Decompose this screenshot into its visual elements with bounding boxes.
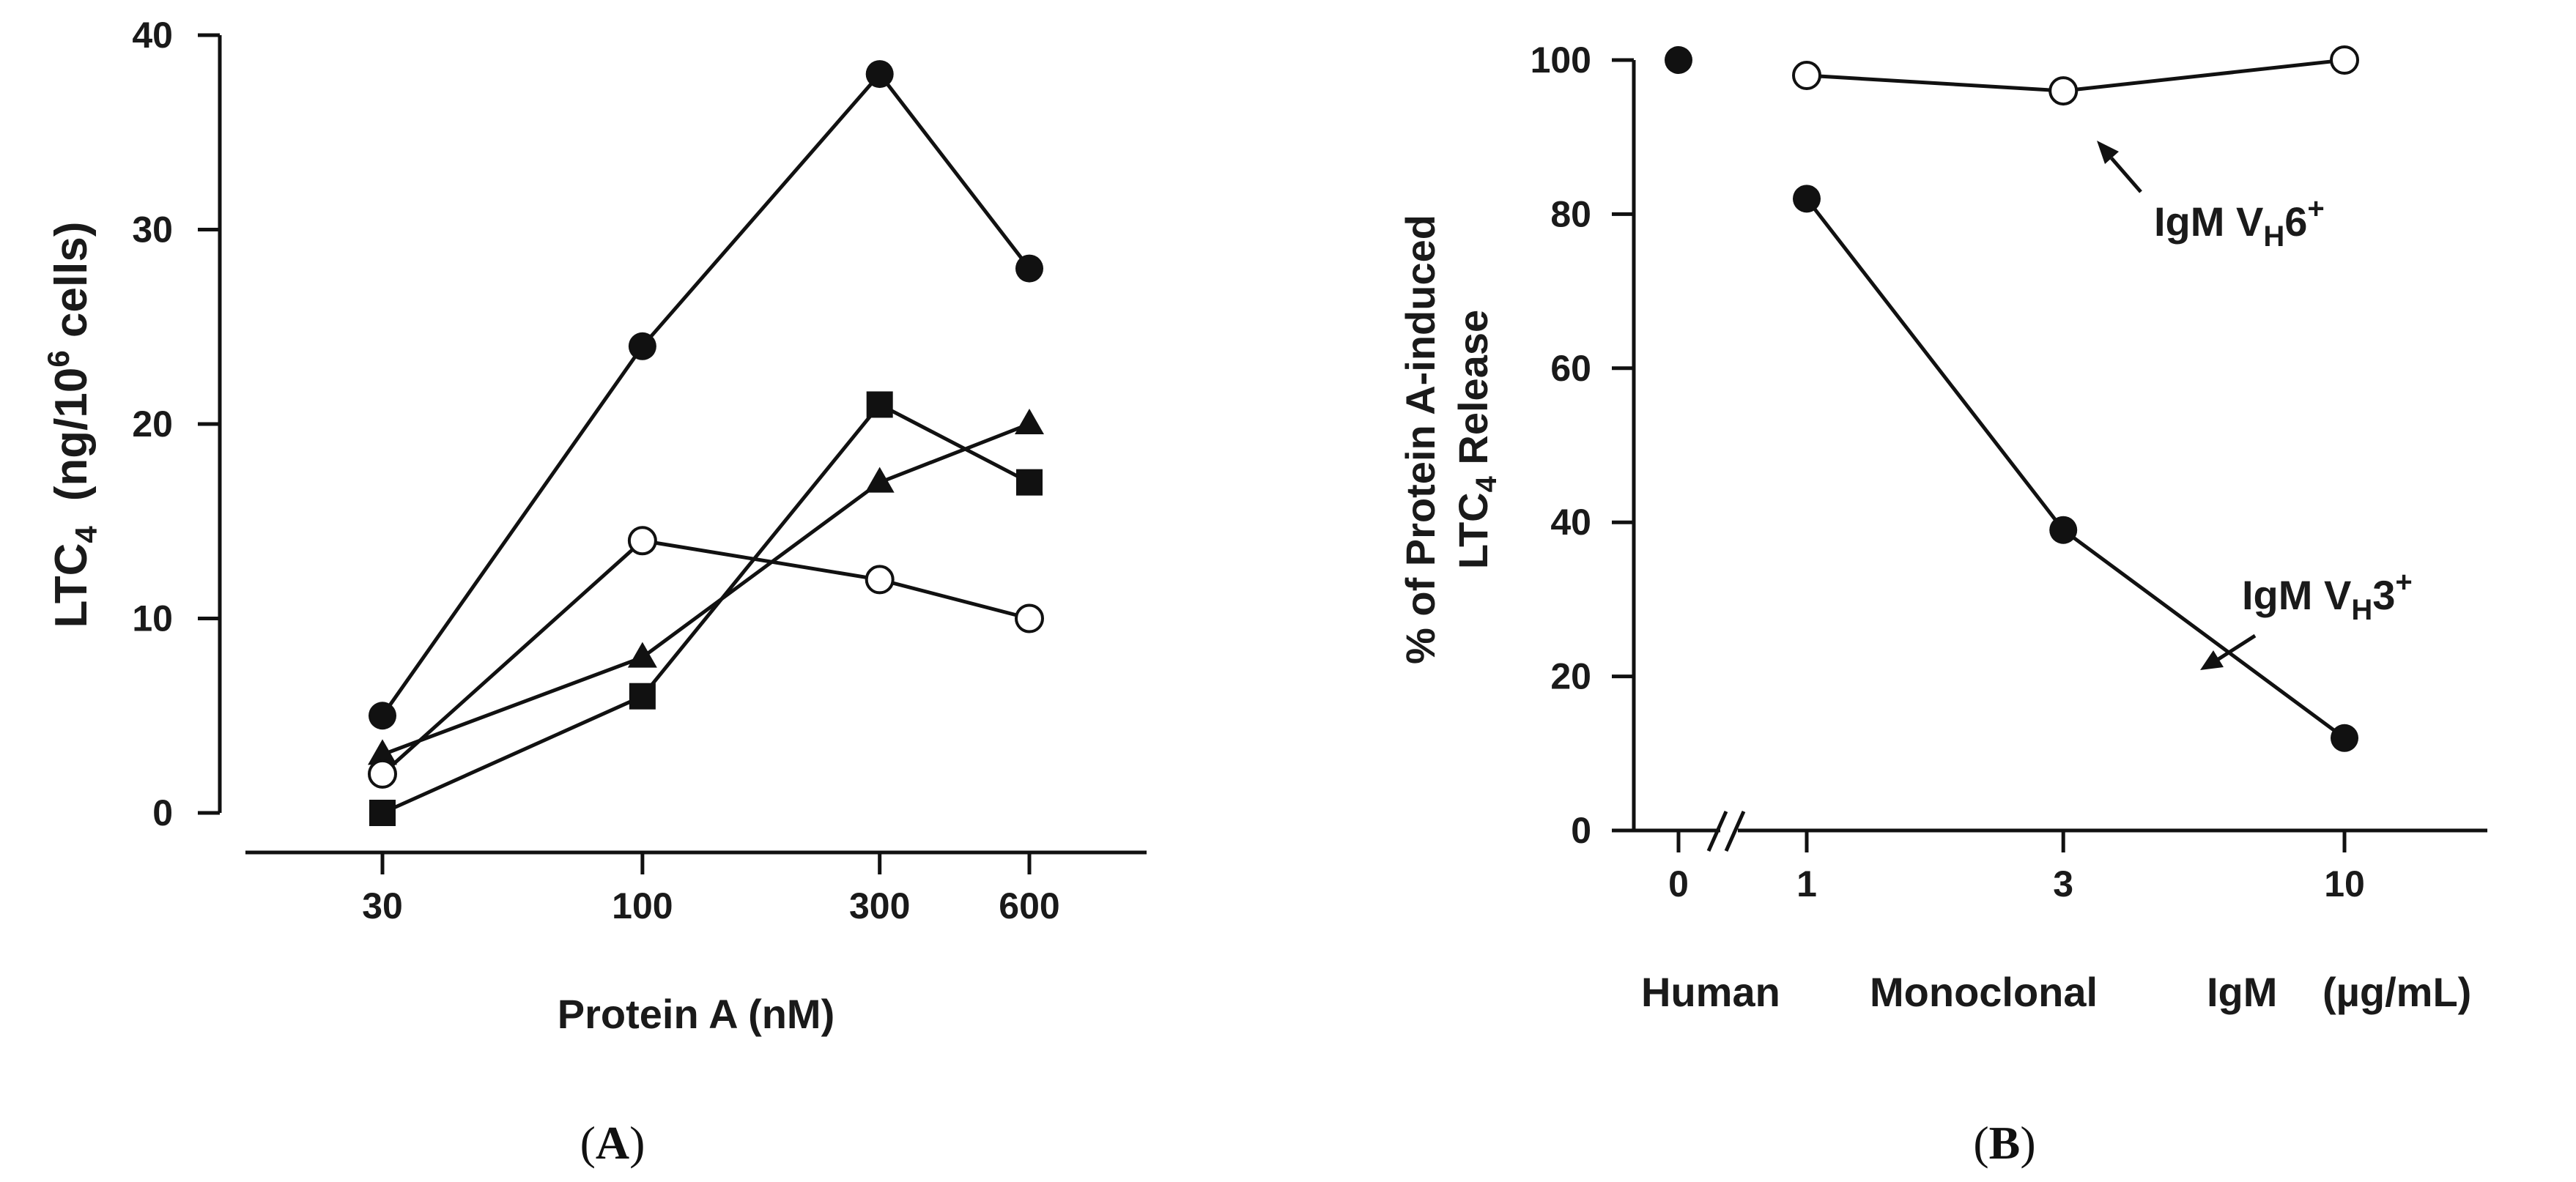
panel-a-point-circle-open	[1015, 603, 1044, 633]
panel-b-arrow-vh3	[2200, 633, 2257, 670]
panel-b-x-tick-label: 3	[2053, 863, 2073, 904]
panel-b-x-axis-title: Human Monoclonal IgM (µg/mL)	[1641, 969, 2471, 1015]
panel-b-y-tick-label: 40	[1550, 502, 1591, 543]
panel-a-x-tick-label: 600	[999, 885, 1059, 926]
panel-a-y-axis-title: LTC4 (ng/106 cells)	[41, 221, 103, 628]
panel-b-control-point	[1665, 46, 1692, 74]
panel-b-series	[1665, 45, 2359, 752]
panel-b-series-line-circle-filled	[1805, 197, 2346, 740]
panel-b-y-axis-title-line2: LTC4 Release	[1450, 310, 1503, 569]
panel-a-point-triangle-filled	[627, 642, 657, 668]
panel-a-y-tick-label: 30	[132, 209, 173, 250]
panel-a-point-square-filled	[866, 391, 893, 418]
panel-a-point-square-filled	[1016, 469, 1043, 496]
panel-a-x-axis-title: Protein A (nM)	[558, 991, 834, 1037]
panel-b-y-tick-label: 60	[1550, 348, 1591, 389]
panel-a-label-letter: A	[596, 1117, 629, 1169]
panel-a-series-line-circle-open	[381, 538, 1030, 776]
panel-a-point-triangle-filled	[368, 739, 397, 765]
panel-b-x-tick-label: 1	[1796, 863, 1817, 904]
panel-a-y-tick-label: 20	[132, 404, 173, 445]
panel-b: 0 20 40 60 80 100 0 1 3 10 IgM VH6+ IgM VH3+ Hum…	[1397, 40, 2487, 1169]
panel-b-label-vh6: IgM VH6+	[2154, 193, 2325, 253]
panel-b-y-tick-label: 100	[1531, 40, 1591, 81]
panel-a-series-line-square-filled	[381, 402, 1031, 815]
panel-a-x-ticks: 30 100 300 600	[362, 852, 1060, 926]
panel-b-point-circle-open	[2048, 76, 2079, 106]
panel-a-point-triangle-filled	[865, 467, 895, 493]
panel-b-y-tick-label: 20	[1550, 656, 1591, 697]
panel-a-y-tick-label: 10	[132, 598, 173, 639]
panel-b-x-ticks: 0 1 3 10	[1668, 830, 2365, 904]
panel-a-point-circle-filled	[865, 60, 894, 89]
panel-a-y-tick-label: 0	[152, 792, 173, 833]
panel-b-axis-break-1	[1706, 810, 1728, 852]
panel-a-point-circle-filled	[1015, 254, 1043, 283]
panel-a-point-circle-open	[865, 565, 895, 595]
panel-a-point-triangle-filled	[1015, 409, 1044, 434]
panel-b-y-tick-label: 80	[1550, 193, 1591, 234]
panel-a-label: (A)	[580, 1117, 645, 1169]
panel-a-y-ticks: 0 10 20 30 40	[132, 15, 220, 833]
panel-a-x-tick-label: 30	[362, 885, 403, 926]
panel-a-point-circle-filled	[369, 702, 396, 730]
panel-a-point-circle-open	[627, 526, 657, 556]
panel-b-point-circle-filled	[2331, 724, 2358, 752]
panel-a-series	[368, 60, 1044, 826]
panel-a-y-title-unit-end: cells)	[46, 221, 97, 350]
panel-b-label-letter: B	[1989, 1117, 2021, 1169]
panel-a-x-tick-label: 300	[849, 885, 910, 926]
panel-a-y-title-sub: 4	[69, 526, 103, 543]
panel-a-y-title-main: LTC	[46, 543, 97, 628]
panel-b-x-tick-label: 10	[2324, 863, 2365, 904]
panel-b-label: (B)	[1973, 1117, 2035, 1169]
panel-a-series-line-circle-filled	[380, 71, 1031, 717]
panel-b-point-circle-filled	[2049, 516, 2078, 544]
panel-b-arrow-vh6	[2097, 141, 2142, 193]
panel-b-point-circle-filled	[1793, 185, 1821, 213]
panel-b-axis-break-2	[1724, 810, 1746, 852]
panel-a-series-line-triangle-filled	[382, 422, 1030, 757]
panel-a-point-circle-open	[368, 759, 397, 789]
panel-b-y-tick-label: 0	[1571, 810, 1591, 851]
panel-a-y-tick-label: 40	[132, 15, 173, 56]
panel-a-y-title-unit-start: (ng/10	[46, 368, 97, 502]
panel-a-y-title-sup: 6	[41, 350, 75, 367]
panel-b-y-axis-title-line1: % of Protein A-induced	[1397, 215, 1443, 664]
panel-a: 0 10 20 30 40 30 100 300 600 Protein A (nM) LTC…	[41, 15, 1147, 1169]
panel-a-x-tick-label: 100	[612, 885, 673, 926]
panel-b-x-tick-label: 0	[1668, 863, 1689, 904]
panel-a-point-square-filled	[369, 800, 396, 826]
panel-a-point-circle-filled	[628, 332, 656, 360]
panel-b-point-circle-open	[1792, 61, 1821, 91]
panel-b-label-vh3: IgM VH3+	[2242, 566, 2413, 626]
panel-a-point-square-filled	[629, 683, 656, 710]
panel-b-point-circle-open	[2330, 45, 2359, 75]
panel-b-y-ticks: 0 20 40 60 80 100	[1531, 40, 1634, 851]
